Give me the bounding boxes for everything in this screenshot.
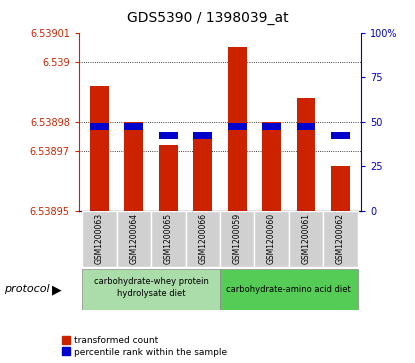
Text: GSM1200059: GSM1200059 — [233, 213, 242, 264]
Text: carbohydrate-whey protein
hydrolysate diet: carbohydrate-whey protein hydrolysate di… — [94, 277, 209, 298]
Bar — [159, 132, 178, 139]
Text: GSM1200063: GSM1200063 — [95, 213, 104, 264]
Bar — [228, 123, 247, 130]
Text: GSM1200064: GSM1200064 — [129, 213, 139, 264]
Text: GSM1200065: GSM1200065 — [164, 213, 173, 264]
Bar — [297, 123, 315, 130]
Text: ▶: ▶ — [52, 283, 61, 296]
Text: GSM1200062: GSM1200062 — [336, 213, 345, 264]
Bar — [297, 98, 315, 211]
Bar — [262, 123, 281, 130]
Legend: transformed count, percentile rank within the sample: transformed count, percentile rank withi… — [63, 336, 227, 357]
Bar — [117, 211, 151, 267]
Bar — [151, 211, 186, 267]
Bar — [159, 145, 178, 211]
Bar — [331, 132, 350, 139]
Text: protocol: protocol — [4, 285, 50, 294]
Bar — [193, 136, 212, 211]
Bar — [220, 269, 358, 310]
Bar — [124, 122, 143, 211]
Bar — [124, 123, 143, 130]
Text: GSM1200066: GSM1200066 — [198, 213, 207, 264]
Bar — [323, 211, 358, 267]
Bar — [289, 211, 323, 267]
Bar — [228, 48, 247, 211]
Text: carbohydrate-amino acid diet: carbohydrate-amino acid diet — [227, 285, 351, 294]
Bar — [262, 122, 281, 211]
Text: GDS5390 / 1398039_at: GDS5390 / 1398039_at — [127, 11, 288, 25]
Bar — [186, 211, 220, 267]
Text: GSM1200060: GSM1200060 — [267, 213, 276, 264]
Bar — [90, 123, 109, 130]
Bar — [220, 211, 254, 267]
Bar — [193, 132, 212, 139]
Bar — [331, 166, 350, 211]
Bar — [82, 211, 117, 267]
Text: GSM1200061: GSM1200061 — [301, 213, 310, 264]
Bar — [90, 86, 109, 211]
Bar — [82, 269, 220, 310]
Bar — [254, 211, 289, 267]
